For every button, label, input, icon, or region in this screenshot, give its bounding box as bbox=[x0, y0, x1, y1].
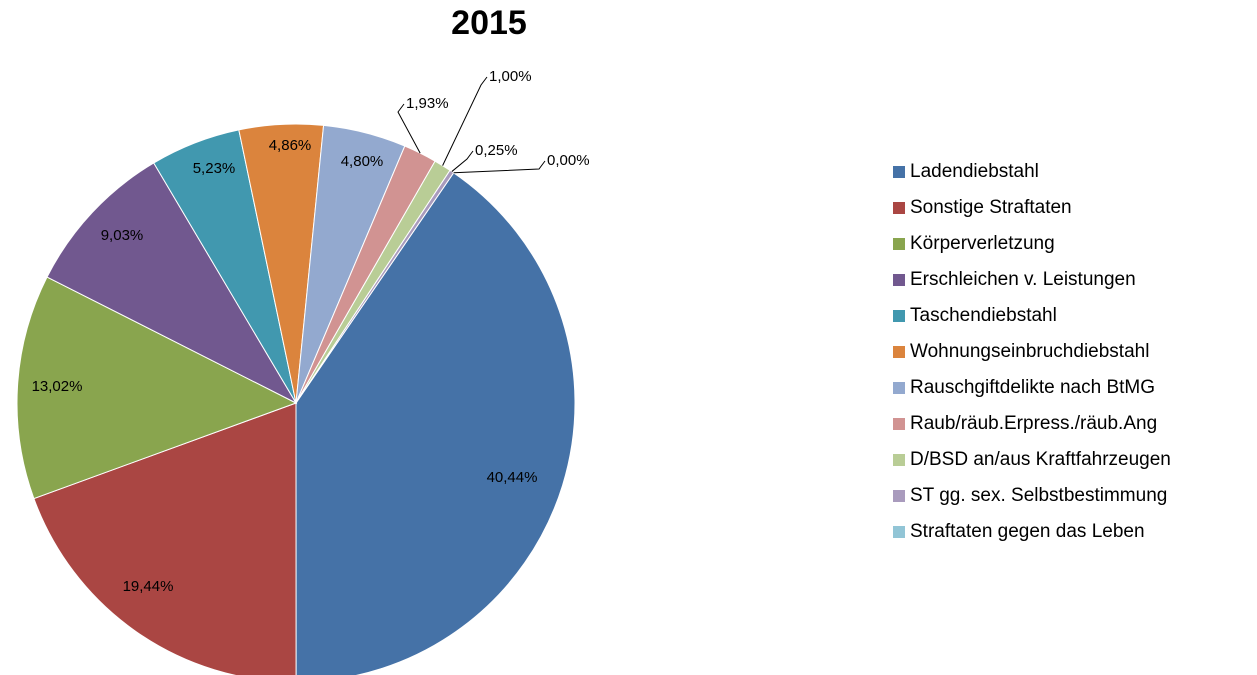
data-label: 4,80% bbox=[341, 153, 384, 170]
chart-title: 2015 bbox=[451, 4, 527, 42]
legend-swatch bbox=[893, 238, 905, 250]
legend-swatch bbox=[893, 454, 905, 466]
leader-line bbox=[451, 150, 474, 172]
pie-slice bbox=[16, 276, 298, 500]
legend-label: Straftaten gegen das Leben bbox=[910, 521, 1145, 542]
legend-label: Ladendiebstahl bbox=[910, 161, 1039, 182]
data-label: 4,86% bbox=[269, 137, 312, 154]
data-label: 19,44% bbox=[123, 578, 174, 595]
data-label: 13,02% bbox=[32, 378, 83, 395]
legend-swatch bbox=[893, 346, 905, 358]
pie-slice bbox=[295, 172, 576, 675]
legend-swatch bbox=[893, 310, 905, 322]
data-label: 0,25% bbox=[475, 142, 518, 159]
legend-label: Sonstige Straftaten bbox=[910, 197, 1072, 218]
pie-slice bbox=[295, 169, 455, 404]
leader-line bbox=[442, 76, 488, 166]
legend-label: Wohnungseinbruchdiebstahl bbox=[910, 341, 1149, 362]
data-label: 1,93% bbox=[406, 95, 449, 112]
leader-line bbox=[453, 160, 546, 174]
legend-swatch bbox=[893, 166, 905, 178]
legend-swatch bbox=[893, 202, 905, 214]
data-label: 1,00% bbox=[489, 68, 532, 85]
legend-swatch bbox=[893, 418, 905, 430]
legend-label: D/BSD an/aus Kraftfahrzeugen bbox=[910, 449, 1171, 470]
legend-swatch bbox=[893, 382, 905, 394]
data-label: 0,00% bbox=[547, 152, 590, 169]
legend-label: ST gg. sex. Selbstbestimmung bbox=[910, 485, 1167, 506]
legend-label: Taschendiebstahl bbox=[910, 305, 1057, 326]
legend-label: Körperverletzung bbox=[910, 233, 1055, 254]
pie-slice bbox=[33, 402, 297, 675]
legend-swatch bbox=[893, 490, 905, 502]
legend-label: Rauschgiftdelikte nach BtMG bbox=[910, 377, 1155, 398]
legend-swatch bbox=[893, 526, 905, 538]
legend-label: Raub/räub.Erpress./räub.Ang bbox=[910, 413, 1157, 434]
leader-line bbox=[397, 103, 421, 154]
pie-slice bbox=[46, 162, 298, 405]
data-label: 5,23% bbox=[193, 160, 236, 177]
data-label: 40,44% bbox=[487, 469, 538, 486]
data-label: 9,03% bbox=[101, 227, 144, 244]
legend-swatch bbox=[893, 274, 905, 286]
legend-label: Erschleichen v. Leistungen bbox=[910, 269, 1136, 290]
